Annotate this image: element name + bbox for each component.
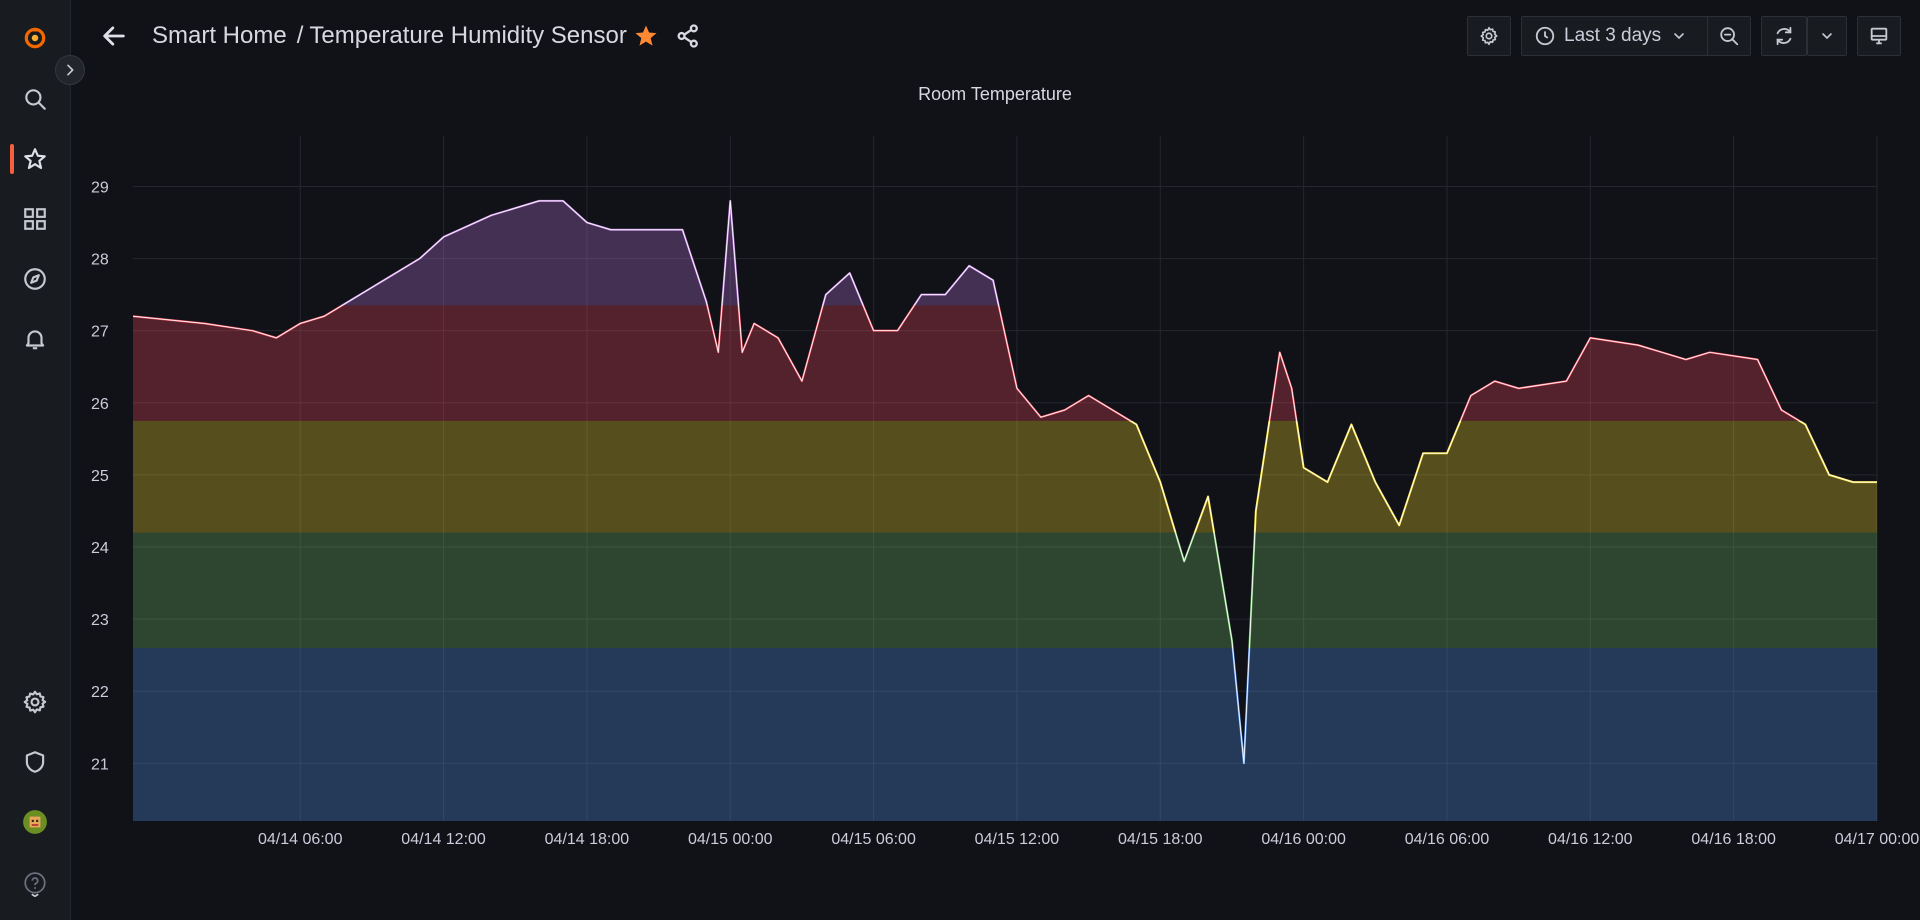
time-range-picker[interactable]: Last 3 days: [1521, 16, 1709, 56]
threshold-fill-group: [133, 200, 1877, 821]
x-tick-label: 04/15 00:00: [688, 831, 773, 848]
x-tick-label: 04/17 00:00: [1835, 831, 1920, 848]
y-tick-label: 29: [91, 179, 109, 196]
refresh-button[interactable]: [1761, 16, 1807, 56]
dashboard-title[interactable]: Temperature Humidity Sensor: [309, 22, 627, 49]
series-line: [132, 200, 1877, 764]
y-tick-label: 26: [91, 396, 109, 413]
x-tick-label: 04/16 00:00: [1261, 831, 1346, 848]
back-button[interactable]: [96, 18, 132, 54]
x-tick-label: 04/15 06:00: [831, 831, 916, 848]
x-tick-label: 04/15 12:00: [975, 831, 1060, 848]
threshold-band: [133, 647, 1877, 821]
x-tick-label: 04/16 12:00: [1548, 831, 1633, 848]
chevron-right-icon: [67, 64, 74, 76]
temperature-chart[interactable]: 21 22 23 24 25 26 27 28 29 04/14 06:00 04/14 12:00…: [70, 120, 1920, 860]
x-tick-label: 04/14 12:00: [401, 831, 486, 848]
threshold-band: [133, 200, 1877, 306]
x-tick-label: 04/14 18:00: [545, 831, 630, 848]
threshold-band: [133, 420, 1877, 533]
top-navbar: Smart Home / Temperature Humidity Sensor…: [70, 0, 1920, 72]
breadcrumb-folder[interactable]: Smart Home: [152, 22, 287, 49]
sidebar: [0, 0, 71, 920]
chart-svg[interactable]: 21 22 23 24 25 26 27 28 29 04/14 06:00 04/14 12:00…: [70, 120, 1920, 860]
zoom-out-button[interactable]: [1707, 16, 1751, 56]
y-tick-label: 21: [91, 756, 109, 773]
sidebar-expand-button[interactable]: [55, 55, 85, 85]
y-tick-label: 22: [91, 684, 109, 701]
shield-icon[interactable]: [13, 740, 57, 784]
threshold-band: [133, 305, 1877, 421]
breadcrumb-separator: /: [296, 22, 304, 49]
y-tick-label: 23: [91, 612, 109, 629]
y-tick-label: 27: [91, 324, 109, 341]
time-range-label: Last 3 days: [1564, 25, 1662, 46]
chevron-down-icon: [1674, 33, 1684, 40]
breadcrumb: Smart Home / Temperature Humidity Sensor: [152, 20, 627, 52]
monitor-icon: [1870, 27, 1888, 45]
x-tick-label: 04/16 18:00: [1691, 831, 1776, 848]
refresh-interval-dropdown[interactable]: [1807, 16, 1847, 56]
y-tick-label: 28: [91, 252, 109, 269]
x-tick-label: 04/14 06:00: [258, 831, 343, 848]
zoom-out-icon: [1720, 27, 1739, 46]
threshold-band: [133, 532, 1877, 648]
y-tick-label: 24: [91, 540, 109, 557]
gear-icon: [1480, 26, 1498, 46]
x-tick-label: 04/16 06:00: [1405, 831, 1490, 848]
share-icon[interactable]: [674, 22, 702, 50]
arrow-left-icon: [103, 26, 125, 46]
help-icon[interactable]: [13, 862, 57, 906]
starred-icon[interactable]: [13, 137, 57, 181]
x-tick-label: 04/15 18:00: [1118, 831, 1203, 848]
y-tick-label: 25: [91, 468, 109, 485]
chevron-down-icon: [1822, 33, 1832, 40]
search-icon[interactable]: [13, 77, 57, 121]
dashboard-settings-button[interactable]: [1467, 16, 1511, 56]
refresh-icon: [1776, 26, 1792, 46]
tv-mode-button[interactable]: [1857, 16, 1901, 56]
active-indicator: [10, 144, 14, 174]
clock-icon: [1535, 26, 1555, 46]
dashboards-grid-icon[interactable]: [13, 197, 57, 241]
avatar[interactable]: [13, 800, 57, 844]
grafana-logo-icon[interactable]: [13, 16, 57, 60]
favorite-star-icon[interactable]: [632, 22, 660, 50]
bell-icon[interactable]: [13, 317, 57, 361]
gear-icon[interactable]: [13, 680, 57, 724]
panel-title: Room Temperature: [918, 84, 1072, 104]
compass-icon[interactable]: [13, 257, 57, 301]
